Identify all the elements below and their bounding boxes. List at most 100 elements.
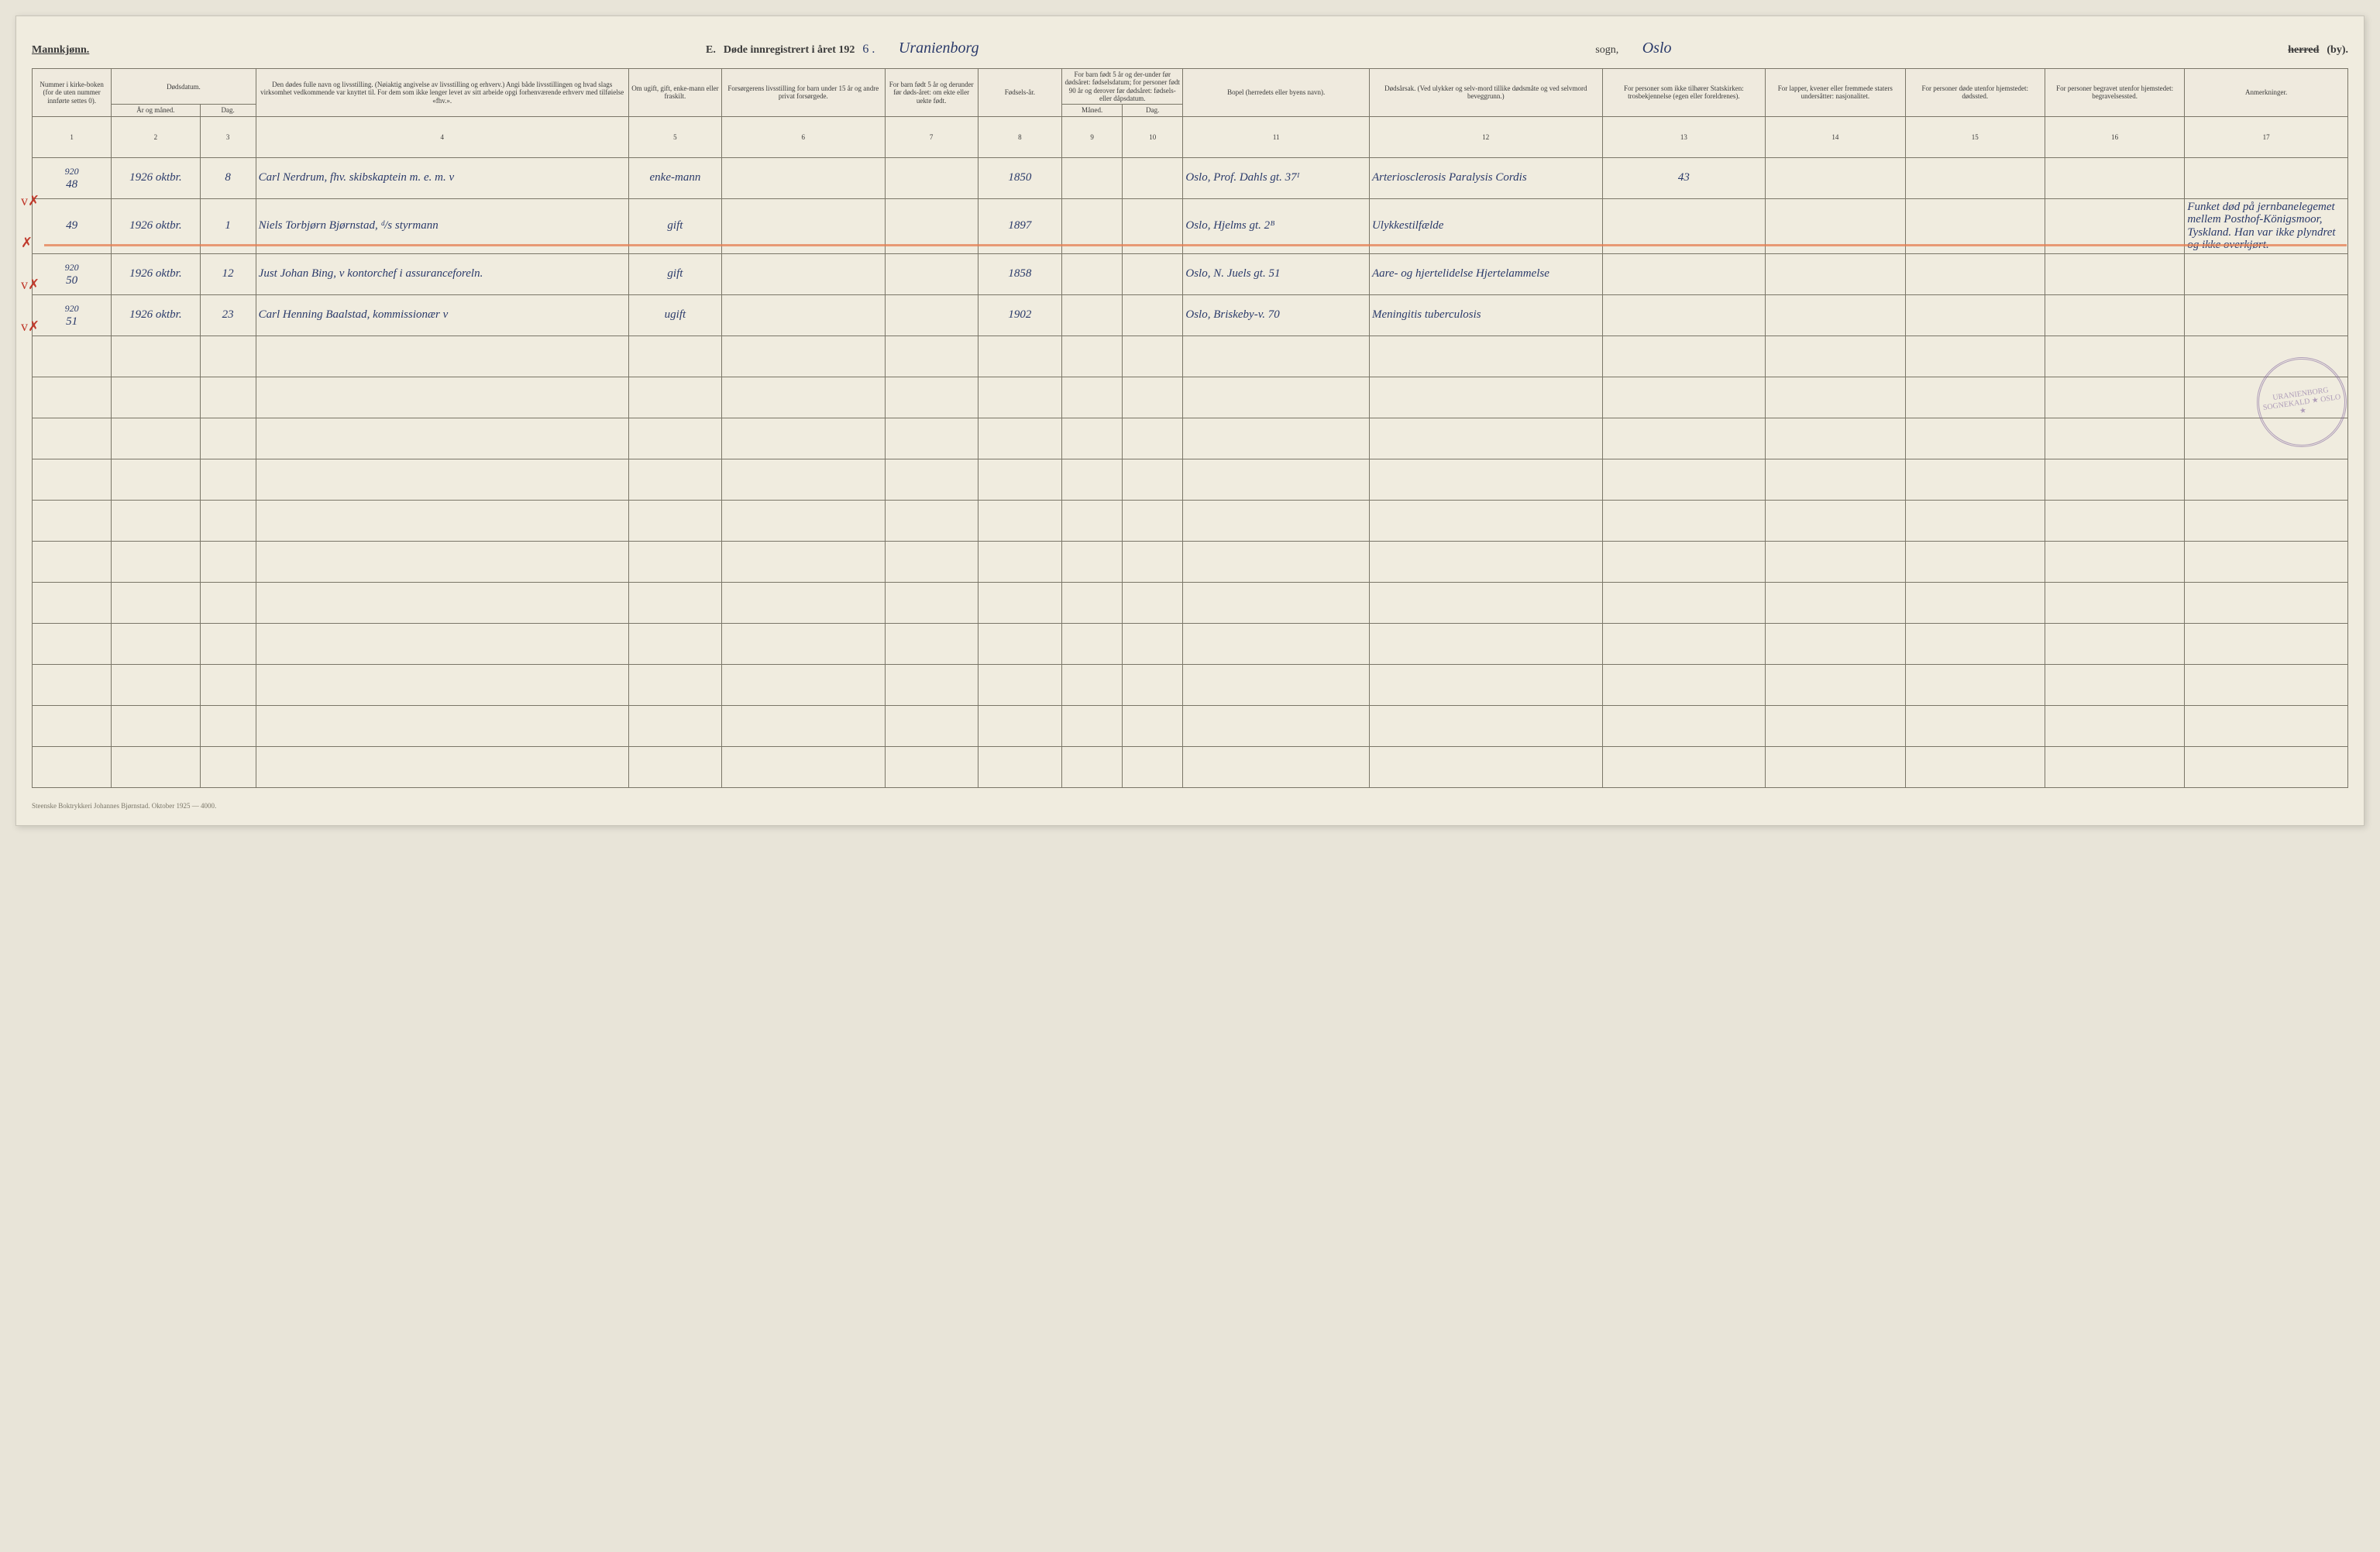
cell-blank xyxy=(1369,377,1602,418)
cell-blank xyxy=(33,377,112,418)
cell-blank xyxy=(628,336,721,377)
col-header: Om ugift, gift, enke-mann eller fraskilt… xyxy=(628,69,721,117)
margin-mark: v✗ xyxy=(21,318,40,335)
cell-blank xyxy=(885,336,978,377)
cell-blank xyxy=(256,746,628,787)
cell-blank xyxy=(1905,582,2045,623)
cell-c16 xyxy=(2045,294,2184,336)
cell-blank xyxy=(1062,664,1123,705)
cell-blank xyxy=(978,705,1061,746)
cell-c7 xyxy=(885,157,978,198)
cell-blank xyxy=(885,541,978,582)
cell-blank xyxy=(256,418,628,459)
cell-blank xyxy=(722,377,885,418)
cell-blank xyxy=(112,664,200,705)
cell-blank xyxy=(112,623,200,664)
cell-blank xyxy=(722,500,885,541)
cell-cause: Meningitis tuberculosis xyxy=(1369,294,1602,336)
col-number: 12 xyxy=(1369,116,1602,157)
cell-blank xyxy=(1123,664,1183,705)
cell-blank xyxy=(1369,541,1602,582)
cell-blank xyxy=(2185,500,2348,541)
cell-blank xyxy=(978,746,1061,787)
table-row-blank xyxy=(33,746,2348,787)
cell-c17 xyxy=(2185,157,2348,198)
cell-blank xyxy=(1905,500,2045,541)
col-number: 17 xyxy=(2185,116,2348,157)
cell-blank xyxy=(885,418,978,459)
col-number: 1 xyxy=(33,116,112,157)
cell-blank xyxy=(1905,377,2045,418)
cell-blank xyxy=(1766,582,1905,623)
cell-blank xyxy=(628,541,721,582)
cell-blank xyxy=(885,705,978,746)
cell-blank xyxy=(256,336,628,377)
table-row: 920501926 oktbr.12Just Johan Bing, v kon… xyxy=(33,253,2348,294)
cell-blank xyxy=(2185,623,2348,664)
margin-mark: v✗ xyxy=(21,193,40,209)
cell-blank xyxy=(200,541,256,582)
col-subheader: Måned. xyxy=(1062,105,1123,116)
cell-blank xyxy=(1602,541,1765,582)
cell-year_month: 1926 oktbr. xyxy=(112,157,200,198)
col-header: Nummer i kirke-boken (for de uten nummer… xyxy=(33,69,112,117)
col-header: Dødsdatum. xyxy=(112,69,256,105)
cell-blank xyxy=(112,746,200,787)
cell-blank xyxy=(1123,623,1183,664)
cell-blank xyxy=(1062,459,1123,500)
cell-cause: Aare- og hjertelidelse Hjertelammelse xyxy=(1369,253,1602,294)
cell-blank xyxy=(256,623,628,664)
cell-blank xyxy=(200,705,256,746)
cell-blank xyxy=(1905,459,2045,500)
cell-residence: Oslo, N. Juels gt. 51 xyxy=(1183,253,1370,294)
cell-blank xyxy=(628,459,721,500)
cell-blank xyxy=(1123,705,1183,746)
cell-blank xyxy=(33,500,112,541)
cell-blank xyxy=(722,541,885,582)
cell-blank xyxy=(978,623,1061,664)
cell-blank xyxy=(2185,459,2348,500)
table-row-blank xyxy=(33,705,2348,746)
cell-blank xyxy=(2185,705,2348,746)
col-number: 7 xyxy=(885,116,978,157)
cell-blank xyxy=(1183,459,1370,500)
cell-blank xyxy=(1766,459,1905,500)
col-number: 4 xyxy=(256,116,628,157)
cell-blank xyxy=(885,746,978,787)
cell-blank xyxy=(1123,746,1183,787)
cell-blank xyxy=(33,541,112,582)
cell-blank xyxy=(1369,459,1602,500)
cell-c13 xyxy=(1602,294,1765,336)
cell-c10 xyxy=(1123,157,1183,198)
cell-c15 xyxy=(1905,157,2045,198)
cell-birth: 1902 xyxy=(978,294,1061,336)
col-number: 9 xyxy=(1062,116,1123,157)
cell-blank xyxy=(1369,500,1602,541)
cell-blank xyxy=(2045,705,2184,746)
register-table: Nummer i kirke-boken (for de uten nummer… xyxy=(32,68,2348,788)
cell-blank xyxy=(722,582,885,623)
cell-blank xyxy=(1123,377,1183,418)
cell-c6 xyxy=(722,294,885,336)
cell-num: 92051 xyxy=(33,294,112,336)
section-letter: E. xyxy=(706,44,716,57)
cell-blank xyxy=(33,746,112,787)
table-row: 920481926 oktbr.8Carl Nerdrum, fhv. skib… xyxy=(33,157,2348,198)
cell-blank xyxy=(2045,623,2184,664)
cell-blank xyxy=(1369,664,1602,705)
cell-day: 12 xyxy=(200,253,256,294)
table-row-blank xyxy=(33,582,2348,623)
cell-blank xyxy=(1062,500,1123,541)
col-header: Forsørgerens livsstilling for barn under… xyxy=(722,69,885,117)
cell-blank xyxy=(1905,623,2045,664)
col-number: 6 xyxy=(722,116,885,157)
cell-blank xyxy=(1905,418,2045,459)
cell-c13 xyxy=(1602,253,1765,294)
cell-blank xyxy=(112,541,200,582)
col-header: For personer døde utenfor hjemstedet: dø… xyxy=(1905,69,2045,117)
cell-blank xyxy=(2185,541,2348,582)
cell-blank xyxy=(978,541,1061,582)
cell-blank xyxy=(112,705,200,746)
cell-blank xyxy=(1766,705,1905,746)
cell-blank xyxy=(722,705,885,746)
